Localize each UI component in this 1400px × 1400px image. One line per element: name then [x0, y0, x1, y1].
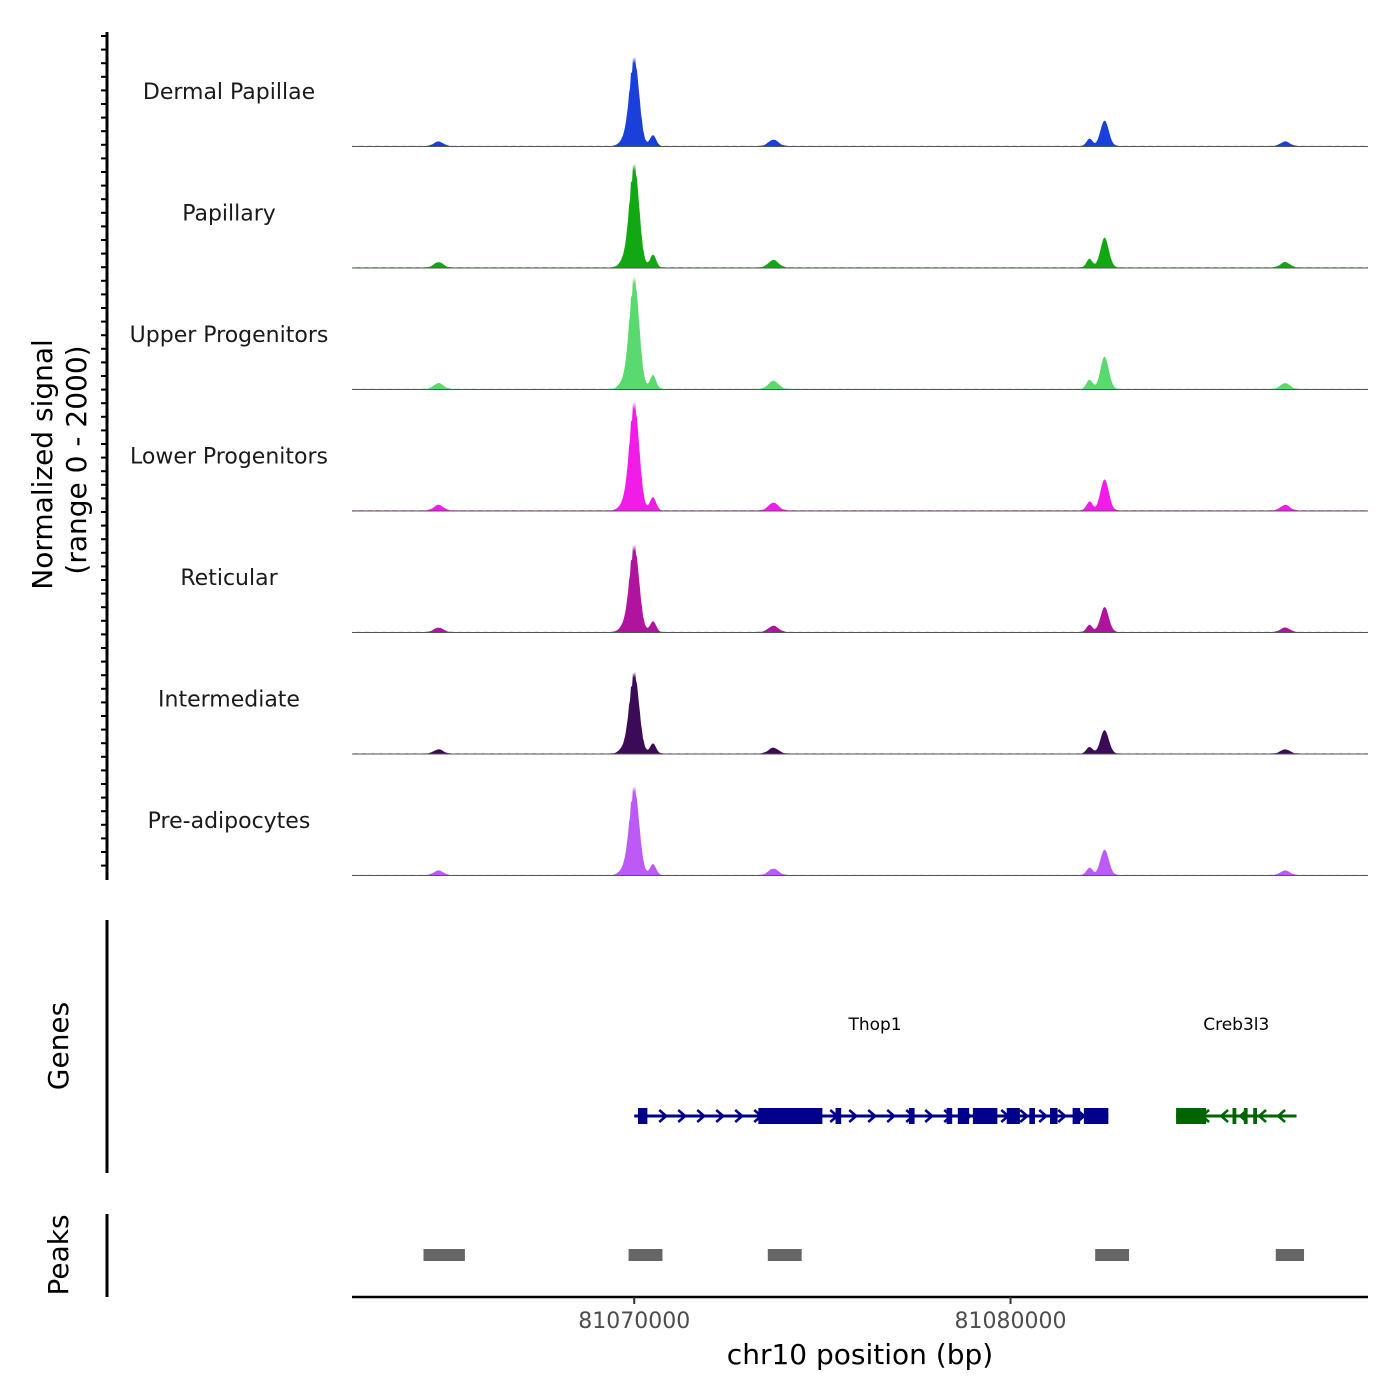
peak-region — [1095, 1249, 1130, 1261]
strand-arrow — [658, 1109, 669, 1123]
strand-arrow — [1057, 1109, 1068, 1123]
gene-exon — [1176, 1108, 1207, 1124]
gene-model: Creb3l3 — [1176, 1015, 1297, 1124]
signal-axis-title-line1: Normalized signal — [26, 339, 59, 590]
gene-exon — [1253, 1108, 1257, 1124]
gene-exon — [1006, 1108, 1020, 1124]
gene-exon — [946, 1108, 953, 1124]
coverage-track: Lower Progenitors — [130, 401, 1368, 512]
gene-exon — [972, 1108, 998, 1124]
coverage-track: Reticular — [180, 544, 1368, 633]
strand-arrow — [734, 1109, 745, 1123]
gene-exon — [1083, 1108, 1109, 1124]
strand-arrow — [1038, 1109, 1049, 1123]
gene-exon — [637, 1108, 648, 1124]
coverage-tracks: Dermal Papillae Papillary Upper Progenitor… — [130, 56, 1368, 876]
coverage-track: Upper Progenitors — [130, 276, 1368, 390]
gene-exon — [1072, 1108, 1081, 1124]
coverage-area — [352, 544, 1368, 633]
coverage-area — [352, 56, 1368, 147]
strand-arrow — [1257, 1109, 1267, 1123]
gene-model: Thop1 — [634, 1015, 1109, 1124]
x-axis-title: chr10 position (bp) — [727, 1338, 993, 1371]
track-label: Papillary — [182, 202, 276, 227]
coverage-area — [352, 671, 1368, 754]
x-tick-label: 81080000 — [955, 1309, 1067, 1334]
coverage-area — [352, 276, 1368, 390]
gene-exon — [758, 1108, 823, 1124]
gene-exon — [835, 1108, 842, 1124]
peak-region — [1275, 1249, 1305, 1261]
track-label: Pre-adipocytes — [148, 809, 311, 834]
strand-arrow — [924, 1109, 935, 1123]
signal-axis-title-line2: (range 0 - 2000) — [60, 345, 93, 574]
x-tick-label: 81070000 — [578, 1309, 690, 1334]
coverage-track: Intermediate — [158, 671, 1368, 755]
peak-region — [767, 1249, 802, 1261]
peak-region — [423, 1249, 465, 1261]
coverage-area — [352, 401, 1368, 511]
gene-exon — [908, 1108, 915, 1124]
strand-arrow — [696, 1109, 707, 1123]
gene-exon — [1232, 1108, 1237, 1124]
coverage-area — [352, 785, 1368, 876]
track-label: Reticular — [180, 566, 278, 591]
strand-arrow — [715, 1109, 726, 1123]
track-label: Lower Progenitors — [130, 445, 328, 470]
coverage-track: Papillary — [182, 163, 1368, 269]
gene-exon — [1050, 1108, 1058, 1124]
genes-axis-title: Genes — [42, 1002, 75, 1090]
strand-arrow — [848, 1109, 859, 1123]
gene-exon — [1029, 1108, 1035, 1124]
gene-label: Thop1 — [847, 1015, 901, 1035]
peak-region — [628, 1249, 663, 1261]
gene-annotation-track: Thop1 Creb3l3 — [634, 1015, 1297, 1124]
signal-axis-title: Normalized signal (range 0 - 2000) — [26, 330, 93, 589]
track-label: Intermediate — [158, 688, 300, 713]
gene-label: Creb3l3 — [1203, 1015, 1269, 1035]
peaks-axis-title: Peaks — [42, 1214, 75, 1295]
strand-arrow — [1276, 1109, 1286, 1123]
gene-exon — [1243, 1108, 1248, 1124]
strand-arrow — [886, 1109, 897, 1123]
coverage-track: Dermal Papillae — [143, 56, 1368, 147]
peak-regions-track — [423, 1249, 1305, 1261]
track-label: Upper Progenitors — [130, 323, 329, 348]
coverage-track: Pre-adipocytes — [148, 785, 1368, 876]
strand-arrow — [1219, 1109, 1229, 1123]
gene-exon — [957, 1108, 970, 1124]
track-label: Dermal Papillae — [143, 80, 315, 105]
strand-arrow — [1019, 1109, 1030, 1123]
strand-arrow — [677, 1109, 688, 1123]
x-axis-ticks: 81070000 81080000 — [578, 1297, 1067, 1334]
strand-arrow — [867, 1109, 878, 1123]
coverage-area — [352, 163, 1368, 268]
signal-y-axis — [101, 32, 109, 880]
